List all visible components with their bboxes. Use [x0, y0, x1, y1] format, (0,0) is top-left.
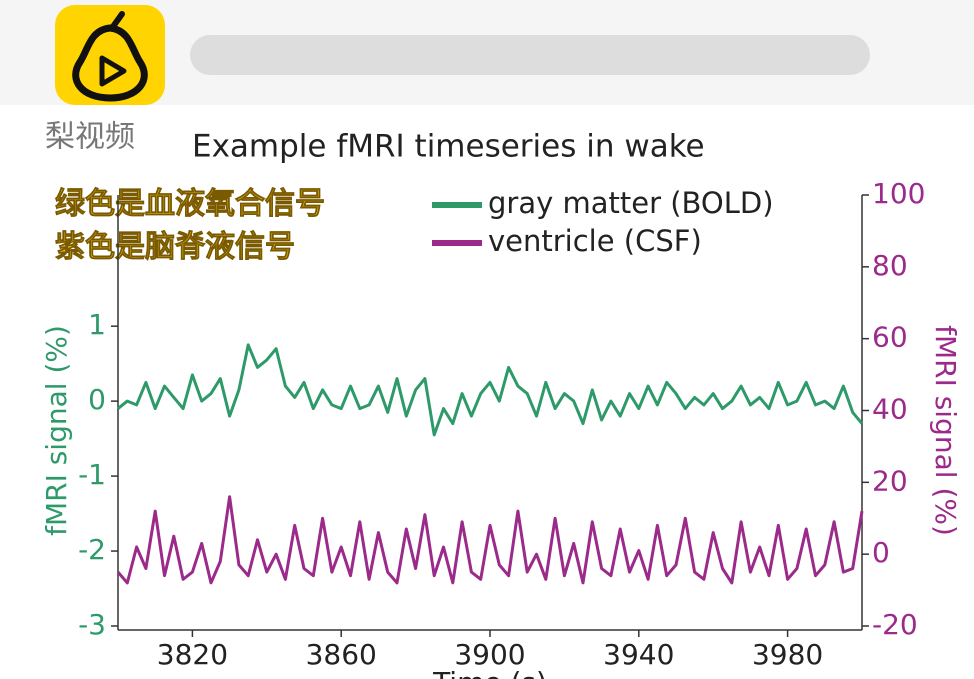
logo-stem	[109, 11, 125, 31]
legend-label: ventricle (CSF)	[488, 224, 702, 258]
chart-title: Example fMRI timeseries in wake	[192, 129, 705, 165]
x-tick-label: 3820	[157, 638, 228, 671]
y2-tick-label: 0	[872, 536, 890, 569]
y2-tick-label: 20	[872, 464, 908, 497]
legend-label: gray matter (BOLD)	[488, 186, 774, 220]
y-tick-label: -1	[78, 458, 106, 491]
blur	[190, 35, 870, 75]
watermark: 梨视频	[45, 120, 135, 155]
plot: -3 -2 -1 0 1 -20 0 20 40 60 80 100 3820 3860 3900 3940 3…	[40, 177, 962, 679]
x-tick-label: 3900	[454, 638, 525, 671]
y-tick-label: -2	[78, 533, 106, 566]
y2-axis-label: fMRI signal (%)	[929, 325, 962, 536]
y-tick-label: -3	[78, 608, 106, 641]
y2-tick-label: 60	[872, 321, 908, 354]
logo	[55, 5, 165, 105]
y2-tick-label: 40	[872, 393, 908, 426]
series-line	[117, 343, 864, 437]
logo-play	[99, 55, 127, 87]
y-axis-label: fMRI signal (%)	[40, 325, 73, 536]
y2-tick-label: -20	[872, 608, 918, 641]
y-tick-label: 0	[88, 383, 106, 416]
y2-tick-label: 100	[872, 177, 925, 210]
y-tick-label: 1	[88, 308, 106, 341]
x-axis-label: Time (s)	[432, 666, 547, 679]
overlay-caption: 绿色是血液氧合信号	[55, 187, 325, 222]
logo-pear	[72, 24, 148, 102]
x-tick-label: 3860	[306, 638, 377, 671]
y2-tick-label: 80	[872, 249, 908, 282]
overlay-caption: 紫色是脑脊液信号	[55, 230, 295, 265]
x-tick-label: 3940	[603, 638, 674, 671]
x-tick-label: 3980	[752, 638, 823, 671]
logo-box	[55, 5, 165, 105]
blurred-header	[190, 35, 870, 75]
series-line	[116, 495, 864, 585]
